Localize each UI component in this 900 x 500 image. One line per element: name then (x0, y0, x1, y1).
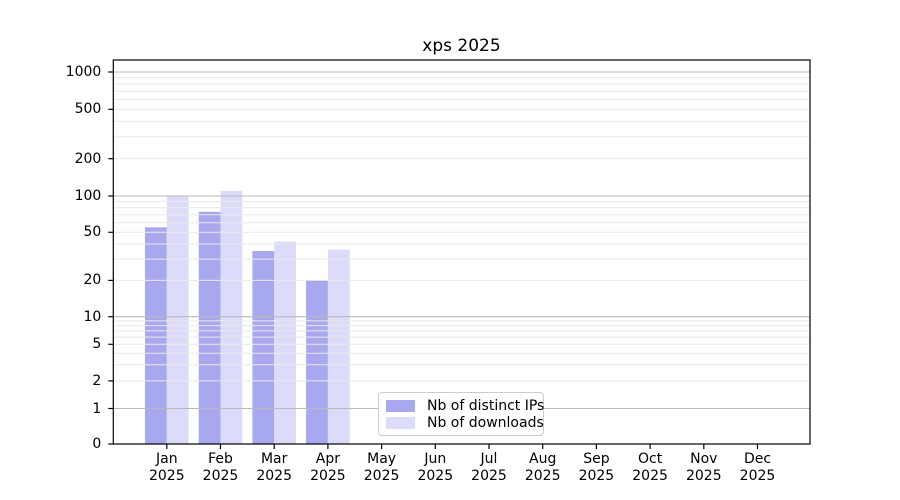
ytick-label-10: 10 (83, 308, 102, 325)
bar-nb-of-downloads-feb-2025 (220, 190, 243, 444)
bar-nb-of-downloads-apr-2025 (327, 249, 350, 444)
xtick-label-mar-2025: Mar 2025 (256, 451, 292, 484)
xtick-label-jun-2025: Jun 2025 (417, 451, 454, 484)
xtick-label-dec-2025: Dec 2025 (739, 451, 776, 484)
xtick-label-oct-2025: Oct 2025 (632, 451, 668, 484)
bar-nb-of-distinct-ips-jan-2025 (145, 227, 167, 444)
xtick-label-jan-2025: Jan 2025 (148, 451, 185, 484)
legend-swatch-distinct-ips (386, 399, 415, 412)
xtick-label-sep-2025: Sep 2025 (578, 451, 615, 484)
legend-label-downloads: Nb of downloads (427, 414, 544, 431)
ytick-label-0: 0 (92, 436, 102, 452)
xtick-label-apr-2025: Apr 2025 (310, 451, 346, 484)
bar-nb-of-distinct-ips-mar-2025 (252, 251, 275, 444)
legend-swatch-downloads (386, 416, 415, 429)
bar-nb-of-downloads-mar-2025 (274, 241, 296, 444)
xtick-label-feb-2025: Feb 2025 (202, 451, 239, 484)
legend-label-distinct-ips: Nb of distinct IPs (427, 397, 545, 414)
bar-nb-of-distinct-ips-feb-2025 (198, 211, 221, 444)
xtick-label-jul-2025: Jul 2025 (471, 451, 507, 484)
ytick-label-2: 2 (92, 372, 102, 389)
xtick-label-may-2025: May 2025 (363, 451, 400, 484)
xtick-label-nov-2025: Nov 2025 (685, 451, 722, 484)
bar-nb-of-downloads-jan-2025 (166, 196, 189, 444)
ytick-label-1: 1 (92, 400, 102, 417)
chart-title: xps 2025 (422, 36, 501, 56)
ytick-label-200: 200 (74, 150, 102, 167)
ytick-label-1000: 1000 (65, 64, 102, 80)
ytick-label-500: 500 (74, 101, 102, 118)
ytick-label-20: 20 (83, 272, 102, 289)
axes-spines (112, 59, 811, 445)
ytick-label-100: 100 (74, 188, 102, 204)
legend-item-distinct-ips: Nb of distinct IPs (386, 397, 544, 414)
ytick-label-5: 5 (92, 336, 102, 353)
legend-item-downloads: Nb of downloads (386, 414, 544, 431)
xtick-label-aug-2025: Aug 2025 (524, 451, 561, 484)
bar-nb-of-distinct-ips-apr-2025 (306, 280, 328, 444)
legend: Nb of distinct IPs Nb of downloads (378, 392, 544, 436)
ytick-label-50: 50 (83, 224, 102, 241)
